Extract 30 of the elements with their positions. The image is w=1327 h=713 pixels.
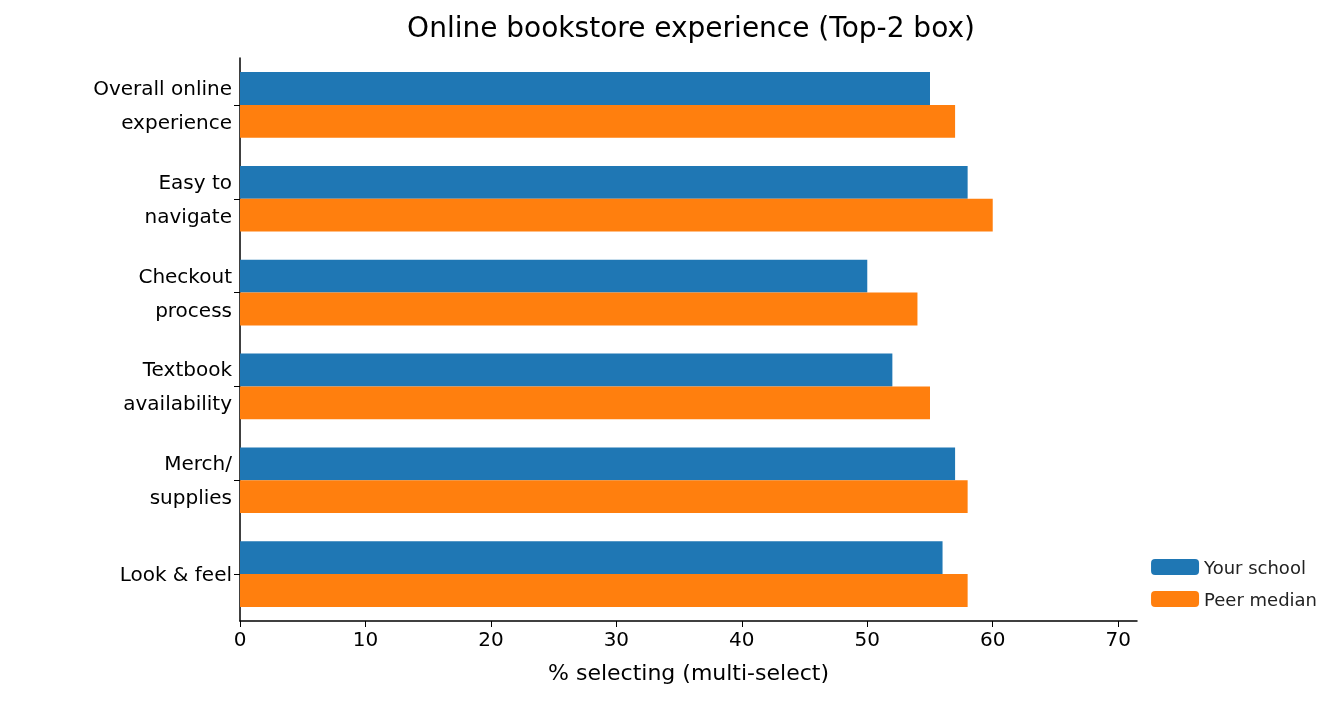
bar [240,541,943,575]
x-tick-label: 40 [729,627,755,651]
x-tick-label: 10 [352,627,379,651]
x-axis-title: % selecting (multi-select) [548,659,829,685]
bar [240,574,968,607]
bar [240,386,930,420]
x-tick-label: 60 [980,627,1006,651]
bar [240,72,930,105]
legend-label: Peer median [1204,588,1318,610]
x-tick-label: 50 [854,627,880,651]
bar [240,165,968,199]
bar [240,104,956,138]
y-tick-label: Checkout process [138,263,233,322]
y-tick-label: Look & feel [119,562,232,587]
bar [240,447,956,481]
x-tick-label: 20 [478,627,504,651]
x-tick-label: 30 [603,627,630,651]
y-tick-label: Merch/ supplies [149,451,233,510]
bar [240,259,868,293]
legend-label: Your school [1203,556,1306,578]
x-tick-label: 0 [233,627,247,651]
bar [240,198,993,232]
x-tick-label: 70 [1105,627,1131,651]
bar [240,292,918,326]
y-tick-label: Easy to navigate [144,169,232,228]
y-tick-label: Overall online experience [93,75,232,134]
chart-title: Online bookstore experience (Top-2 box) [407,10,975,44]
y-tick-label: Textbook availability [123,357,233,416]
bar [240,480,968,514]
bar [240,353,893,387]
